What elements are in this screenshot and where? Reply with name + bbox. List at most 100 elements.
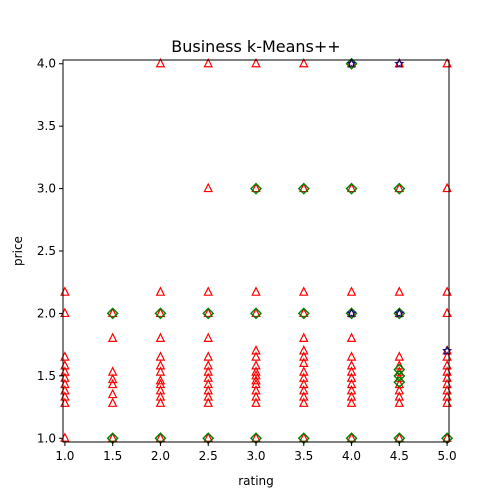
diamond-point [393,182,406,195]
diamond-point [393,369,406,382]
triangle-point [346,391,357,401]
diamond-point [297,307,310,320]
triangle-point [394,351,405,361]
diamond-point [250,182,262,195]
triangle-point [298,391,309,401]
triangle-point [251,432,261,442]
triangle-point [155,351,166,361]
chart-title: Business k-Means++ [171,37,340,56]
triangle-point [298,345,309,355]
triangle-point [346,307,357,318]
triangle-point [298,372,309,382]
triangle-point [203,307,214,318]
triangle-point [346,366,357,376]
x-tick-label: 1.0 [55,449,74,463]
triangle-point [203,384,214,395]
triangle-point [298,351,309,361]
triangle-point [203,360,214,370]
triangle-point [155,432,166,442]
triangle-point [107,397,118,407]
triangle-point [346,360,357,370]
triangle-point [203,332,214,342]
triangle-point [251,182,261,193]
triangle-point [251,391,261,401]
triangle-point [251,375,261,385]
triangle-point [346,384,357,395]
x-tick-label: 3.0 [246,449,265,463]
triangle-point [251,360,261,370]
triangle-point [346,378,357,389]
triangle-point [394,286,405,296]
triangle-point [298,357,309,367]
y-tick-label: 2.0 [37,306,56,320]
y-tick-label: 3.0 [37,182,56,196]
triangle-point [203,286,214,296]
triangle-point [346,57,357,68]
diamond-point [202,307,215,320]
triangle-point [298,432,309,442]
triangle-point [251,286,261,296]
triangle-point [346,332,357,342]
star-point [394,308,405,318]
triangle-point [394,391,405,401]
triangle-point [107,332,118,342]
star-point [442,345,453,356]
triangle-point [298,286,309,296]
triangle-point [251,384,261,395]
triangle-point [107,378,118,389]
y-axis-ticks: 1.0 1.5 2.0 2.5 3.0 3.5 4.0 [37,57,63,445]
triangle-point [394,360,405,370]
triangle-point [298,366,309,376]
triangle-point [251,345,261,355]
triangle-point [107,432,118,442]
diamond-point [106,307,119,320]
x-tick-label: 4.5 [390,449,409,463]
triangle-point [346,286,357,296]
triangle-point [298,57,309,68]
triangle-point [155,332,166,342]
triangle-point [155,57,166,68]
triangle-point [298,397,309,407]
triangle-point [251,397,261,407]
triangle-point [107,388,118,399]
triangle-point [251,307,261,318]
diamond-point [393,376,406,389]
triangle-point [155,360,166,370]
x-tick-label: 3.5 [294,449,313,463]
x-tick-label: 2.5 [199,449,218,463]
y-tick-label: 1.0 [37,431,56,445]
triangle-point [346,397,357,407]
diamond-point [345,182,358,195]
star-point [346,308,357,318]
y-tick-label: 2.5 [37,244,56,258]
triangle-point [107,307,118,318]
triangle-point [298,378,309,389]
x-tick-label: 2.0 [151,449,170,463]
triangle-point [203,351,214,361]
triangle-point [203,366,214,376]
triangle-point [203,391,214,401]
triangle-point [346,372,357,382]
star-point [394,58,405,69]
triangle-point [203,432,214,442]
x-tick-label: 5.0 [438,449,457,463]
triangle-point [107,366,118,376]
triangle-point [298,307,309,318]
triangle-point [394,384,405,395]
triangle-point [155,307,166,318]
triangle-point [251,57,261,68]
triangle-point [203,57,214,68]
x-tick-label: 4.0 [342,449,361,463]
triangle-point [251,366,261,376]
triangle-point [346,182,357,193]
x-axis-label: rating [238,474,274,488]
triangle-point [107,373,118,384]
diamond-point [393,363,406,376]
y-axis-label: price [11,236,25,266]
diamond-point [297,182,310,195]
triangle-point [155,375,166,385]
triangle-point [298,182,309,193]
triangle-point [155,384,166,395]
